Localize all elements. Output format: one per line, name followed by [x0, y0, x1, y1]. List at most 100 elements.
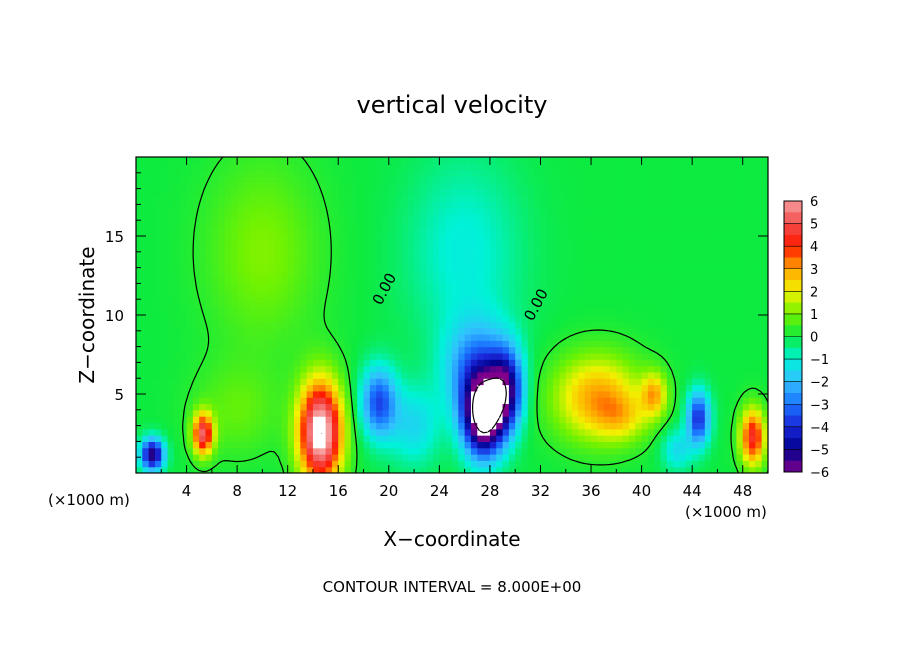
heatmap-cell	[211, 416, 219, 424]
heatmap-cell	[363, 194, 371, 202]
heatmap-cell	[508, 321, 516, 329]
heatmap-cell	[679, 157, 687, 164]
heatmap-cell	[521, 333, 529, 341]
heatmap-cell	[192, 378, 200, 386]
heatmap-cell	[711, 466, 719, 473]
heatmap-cell	[401, 239, 409, 247]
heatmap-cell	[287, 245, 295, 253]
heatmap-cell	[186, 390, 194, 398]
heatmap-cell	[654, 460, 662, 468]
heatmap-cell	[458, 384, 466, 392]
heatmap-cell	[578, 239, 586, 247]
heatmap-cell	[616, 201, 624, 209]
heatmap-cell	[243, 409, 251, 417]
heatmap-cell	[319, 409, 327, 417]
heatmap-cell	[470, 333, 478, 341]
heatmap-cell	[401, 213, 409, 221]
heatmap-cell	[647, 245, 655, 253]
heatmap-cell	[647, 321, 655, 329]
heatmap-cell	[420, 359, 428, 367]
heatmap-cell	[654, 207, 662, 215]
heatmap-cell	[704, 416, 712, 424]
heatmap-cell	[666, 277, 674, 284]
heatmap-cell	[433, 416, 440, 424]
heatmap-cell	[369, 403, 377, 411]
heatmap-cell	[401, 226, 409, 234]
heatmap-cell	[338, 409, 346, 417]
heatmap-cell	[224, 359, 232, 367]
heatmap-cell	[641, 264, 649, 272]
heatmap-cell	[338, 315, 346, 322]
heatmap-cell	[565, 416, 573, 424]
heatmap-cell	[414, 289, 421, 297]
heatmap-cell	[527, 397, 535, 405]
heatmap-cell	[742, 409, 750, 417]
heatmap-cell	[458, 163, 466, 171]
heatmap-cell	[723, 194, 731, 202]
heatmap-cell	[180, 157, 188, 164]
heatmap-cell	[167, 157, 175, 164]
heatmap-cell	[433, 422, 440, 430]
heatmap-cell	[136, 428, 143, 436]
heatmap-cell	[350, 201, 358, 209]
heatmap-cell	[749, 315, 756, 322]
heatmap-cell	[148, 283, 156, 291]
heatmap-cell	[692, 226, 700, 234]
heatmap-cell	[256, 264, 263, 272]
heatmap-cell	[388, 232, 396, 240]
heatmap-cell	[376, 447, 384, 455]
heatmap-cell	[470, 460, 478, 468]
heatmap-cell	[338, 277, 346, 284]
heatmap-cell	[445, 371, 453, 379]
heatmap-cell	[357, 422, 365, 430]
heatmap-cell	[281, 359, 289, 367]
heatmap-cell	[698, 169, 706, 177]
heatmap-cell	[262, 239, 270, 247]
heatmap-cell	[243, 182, 251, 190]
heatmap-cell	[483, 466, 491, 473]
heatmap-cell	[211, 378, 219, 386]
heatmap-cell	[382, 365, 390, 373]
heatmap-cell	[534, 296, 542, 303]
heatmap-cell	[249, 226, 257, 234]
heatmap-cell	[388, 346, 396, 354]
heatmap-cell	[218, 258, 226, 266]
heatmap-cell	[559, 201, 567, 209]
heatmap-cell	[312, 302, 320, 310]
heatmap-cell	[477, 232, 485, 240]
heatmap-cell	[464, 333, 472, 341]
heatmap-cell	[527, 409, 535, 417]
heatmap-cell	[281, 283, 289, 291]
heatmap-cell	[553, 283, 561, 291]
heatmap-cell	[180, 226, 188, 234]
heatmap-cell	[565, 239, 573, 247]
heatmap-cell	[761, 308, 768, 316]
heatmap-cell	[363, 321, 371, 329]
heatmap-cell	[508, 327, 516, 335]
heatmap-cell	[433, 435, 440, 442]
heatmap-cell	[565, 454, 573, 461]
heatmap-cell	[192, 441, 200, 449]
heatmap-cell	[622, 308, 630, 316]
heatmap-cell	[483, 270, 491, 278]
heatmap-cell	[673, 264, 681, 272]
heatmap-cell	[616, 416, 624, 424]
heatmap-cell	[268, 371, 276, 379]
heatmap-cell	[673, 397, 681, 405]
heatmap-cell	[496, 403, 504, 411]
heatmap-cell	[218, 251, 226, 259]
heatmap-cell	[142, 302, 150, 310]
heatmap-cell	[508, 308, 516, 316]
heatmap-cell	[508, 245, 516, 253]
heatmap-cell	[401, 201, 409, 209]
heatmap-cell	[452, 194, 459, 202]
heatmap-cell	[230, 213, 238, 221]
heatmap-cell	[401, 390, 409, 398]
heatmap-cell	[540, 251, 548, 259]
heatmap-cell	[350, 264, 358, 272]
heatmap-cell	[249, 245, 257, 253]
heatmap-cell	[136, 321, 143, 329]
heatmap-cell	[376, 251, 384, 259]
heatmap-cell	[559, 365, 567, 373]
heatmap-cell	[331, 378, 339, 386]
